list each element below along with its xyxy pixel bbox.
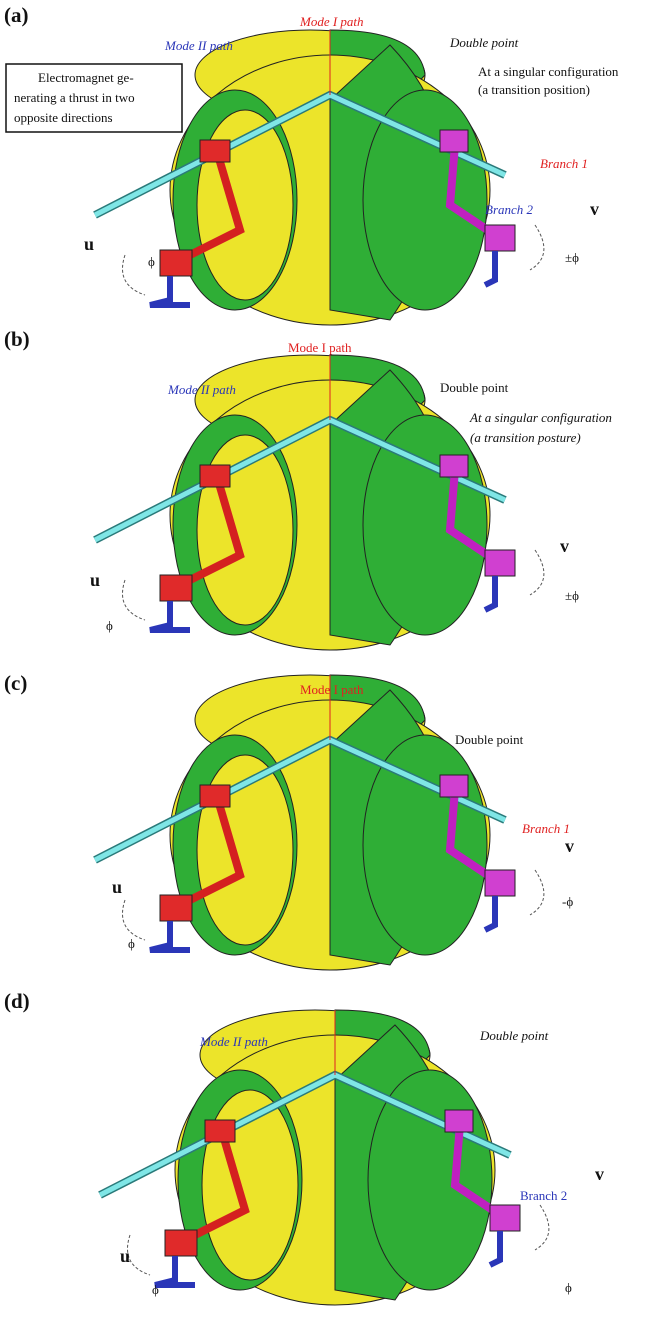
joint-red — [205, 1120, 235, 1142]
joint-red — [200, 465, 230, 487]
angle-label: ϕ — [148, 254, 155, 269]
motor-magenta — [485, 225, 515, 251]
cylinder-end-right — [368, 1070, 492, 1290]
annotation: (a transition posture) — [470, 430, 581, 445]
motor-red — [160, 250, 192, 276]
annotation: At a singular configuration — [478, 64, 619, 79]
annotation: opposite directions — [14, 110, 113, 125]
joint-magenta — [440, 455, 468, 477]
annotation: Electromagnet ge- — [38, 70, 134, 85]
base-blue — [485, 576, 495, 610]
annotation: Double point — [479, 1028, 549, 1043]
rotation-arrow — [530, 550, 544, 595]
angle-label: ϕ — [106, 618, 113, 633]
axis-label: u — [120, 1246, 130, 1266]
annotation: At a singular configuration — [469, 410, 612, 425]
angle-label: ϕ — [565, 1280, 572, 1295]
joint-magenta — [440, 775, 468, 797]
rotation-arrow — [128, 1235, 151, 1275]
annotation: Branch 1 — [522, 821, 570, 836]
axis-label: u — [112, 877, 122, 897]
panel-label: (a) — [4, 3, 29, 27]
motor-red — [165, 1230, 197, 1256]
cylinder-end-right — [363, 90, 487, 310]
joint-magenta — [440, 130, 468, 152]
angle-label: ϕ — [128, 936, 135, 951]
joint-red — [200, 785, 230, 807]
base-blue — [490, 1231, 500, 1265]
angle-label: -ϕ — [562, 894, 573, 909]
panel-label: (d) — [4, 989, 30, 1013]
annotation: Mode I path — [299, 14, 364, 29]
axis-label: u — [90, 570, 100, 590]
base-blue — [150, 921, 190, 950]
mechanism — [95, 675, 544, 970]
annotation: Double point — [440, 380, 509, 395]
annotation: Branch 2 — [485, 202, 534, 217]
angle-label: ±ϕ — [565, 588, 579, 603]
motor-magenta — [485, 550, 515, 576]
rotation-arrow — [123, 580, 146, 620]
panel-label: (b) — [4, 327, 30, 351]
cylinder-end-right — [363, 735, 487, 955]
joint-magenta — [445, 1110, 473, 1132]
mechanism — [100, 1010, 549, 1305]
motor-magenta — [490, 1205, 520, 1231]
rotation-arrow — [123, 255, 146, 295]
base-blue — [150, 276, 190, 305]
annotation: Double point — [455, 732, 524, 747]
axis-label: v — [565, 836, 574, 856]
base-blue — [485, 251, 495, 285]
axis-label: v — [590, 199, 599, 219]
axis-label: u — [84, 234, 94, 254]
annotation: Mode II path — [199, 1034, 268, 1049]
base-blue — [485, 896, 495, 930]
angle-label: ±ϕ — [565, 250, 579, 265]
annotation: Branch 2 — [520, 1188, 567, 1203]
base-blue — [155, 1256, 195, 1285]
motor-red — [160, 575, 192, 601]
rotation-arrow — [530, 225, 544, 270]
scenes — [95, 30, 549, 1305]
annotation: (a transition position) — [478, 82, 590, 97]
angle-label: ϕ — [152, 1282, 159, 1297]
rotation-arrow — [535, 1205, 549, 1250]
rotation-arrow — [530, 870, 544, 915]
figure: (a) Mode I path Mode II path Double poin… — [0, 0, 647, 1324]
annotation: Mode II path — [164, 38, 233, 53]
base-blue — [150, 601, 190, 630]
rotation-arrow — [123, 900, 146, 940]
joint-red — [200, 140, 230, 162]
mechanism — [95, 355, 544, 650]
panel-label: (c) — [4, 671, 27, 695]
motor-magenta — [485, 870, 515, 896]
annotation: Double point — [449, 35, 519, 50]
annotation: Branch 1 — [540, 156, 588, 171]
annotation: Mode I path — [288, 340, 352, 355]
axis-label: v — [595, 1164, 604, 1184]
annotation: nerating a thrust in two — [14, 90, 135, 105]
axis-label: v — [560, 536, 569, 556]
cylinder-end-right — [363, 415, 487, 635]
annotation: Mode I path — [300, 682, 364, 697]
annotation: Mode II path — [167, 382, 236, 397]
motor-red — [160, 895, 192, 921]
